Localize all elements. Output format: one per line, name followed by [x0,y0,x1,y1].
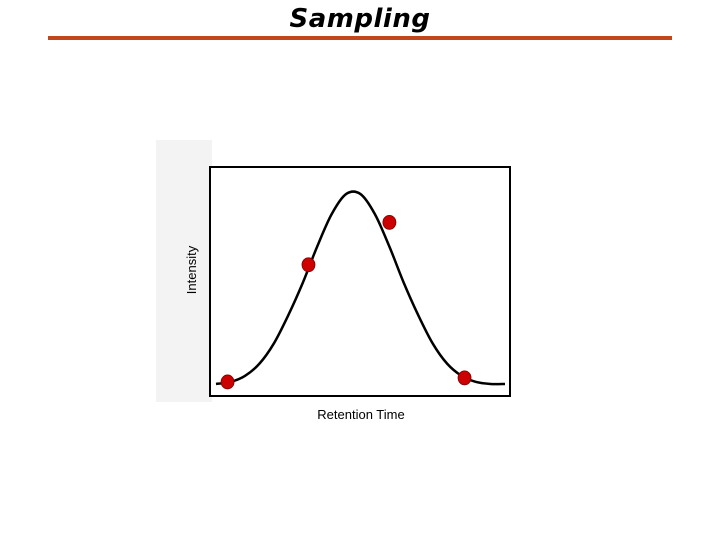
peak-curve [215,190,506,386]
slide-title: Sampling [289,4,431,34]
sample-point [220,374,235,390]
sample-point [301,257,316,273]
plot-frame [209,166,511,397]
sample-point [457,370,472,386]
x-axis-label: Retention Time [317,407,404,422]
y-axis-label: Intensity [184,245,199,294]
title-underline [48,36,672,40]
axis-shade [156,140,212,402]
plot-layer [215,190,506,390]
sample-point [382,214,397,230]
